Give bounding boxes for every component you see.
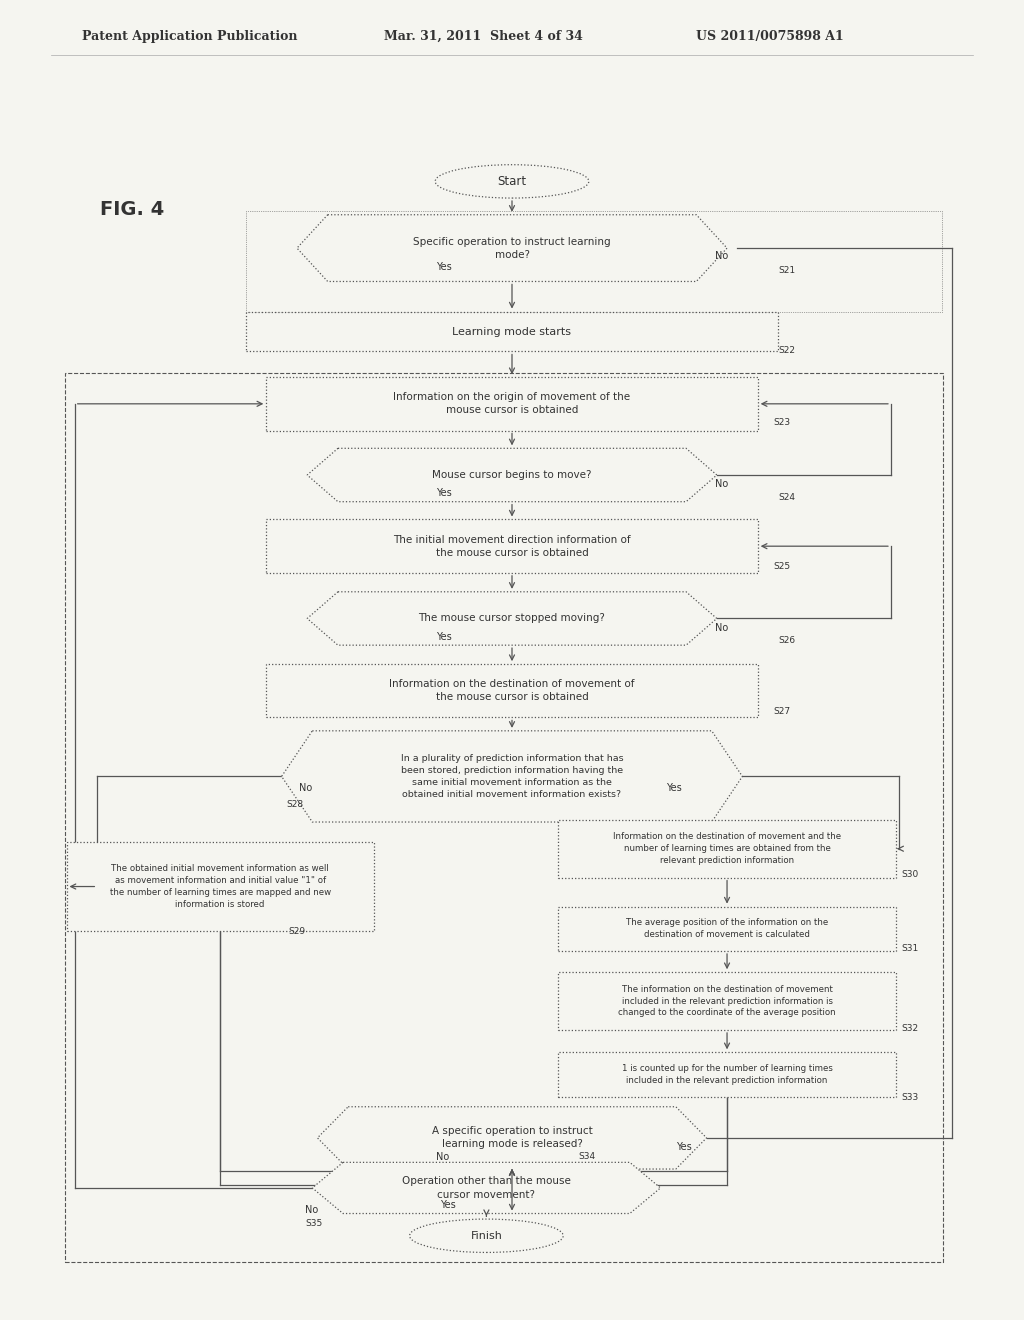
Text: Yes: Yes (676, 1142, 691, 1152)
Text: S31: S31 (901, 944, 919, 953)
Text: S29: S29 (289, 927, 306, 936)
Polygon shape (307, 591, 717, 645)
FancyBboxPatch shape (266, 664, 758, 718)
Text: The obtained initial movement information as well
as movement information and in: The obtained initial movement informatio… (110, 865, 331, 908)
FancyBboxPatch shape (266, 520, 758, 573)
Text: Yes: Yes (436, 632, 452, 643)
Text: S25: S25 (773, 562, 791, 570)
Text: No: No (436, 1152, 450, 1162)
Text: Finish: Finish (470, 1230, 503, 1241)
Text: S34: S34 (579, 1152, 596, 1162)
Text: S27: S27 (773, 708, 791, 717)
Text: Information on the destination of movement and the
number of learning times are : Information on the destination of moveme… (613, 833, 841, 865)
Polygon shape (317, 1106, 707, 1170)
Text: Yes: Yes (436, 488, 452, 498)
Text: No: No (715, 251, 728, 261)
Text: S32: S32 (901, 1024, 919, 1034)
Text: No: No (715, 623, 728, 634)
Text: No: No (299, 783, 312, 792)
Text: Yes: Yes (436, 261, 452, 272)
Text: Yes: Yes (440, 1200, 456, 1209)
FancyBboxPatch shape (558, 972, 896, 1030)
Text: Learning mode starts: Learning mode starts (453, 326, 571, 337)
Text: Mar. 31, 2011  Sheet 4 of 34: Mar. 31, 2011 Sheet 4 of 34 (384, 29, 583, 42)
Text: FIG. 4: FIG. 4 (100, 199, 165, 219)
Text: Specific operation to instruct learning
mode?: Specific operation to instruct learning … (414, 236, 610, 260)
Text: S35: S35 (305, 1220, 323, 1228)
Text: S30: S30 (901, 870, 919, 879)
Text: Start: Start (498, 174, 526, 187)
Text: US 2011/0075898 A1: US 2011/0075898 A1 (696, 29, 844, 42)
Polygon shape (282, 731, 742, 822)
FancyBboxPatch shape (558, 1052, 896, 1097)
Polygon shape (307, 449, 717, 502)
Text: A specific operation to instruct
learning mode is released?: A specific operation to instruct learnin… (432, 1126, 592, 1150)
FancyBboxPatch shape (266, 378, 758, 430)
Text: S26: S26 (778, 636, 796, 645)
Text: The average position of the information on the
destination of movement is calcul: The average position of the information … (626, 919, 828, 940)
Text: S28: S28 (287, 800, 304, 809)
Text: S24: S24 (778, 492, 796, 502)
Polygon shape (297, 215, 727, 281)
Text: No: No (715, 479, 728, 488)
Ellipse shape (410, 1220, 563, 1253)
Text: S21: S21 (778, 265, 796, 275)
Text: Yes: Yes (666, 783, 681, 792)
Text: The mouse cursor stopped moving?: The mouse cursor stopped moving? (419, 614, 605, 623)
FancyBboxPatch shape (246, 312, 778, 351)
Text: S23: S23 (773, 418, 791, 428)
FancyBboxPatch shape (558, 907, 896, 950)
Text: S22: S22 (778, 346, 796, 355)
FancyBboxPatch shape (67, 842, 374, 931)
Text: Mouse cursor begins to move?: Mouse cursor begins to move? (432, 470, 592, 480)
Text: Information on the destination of movement of
the mouse cursor is obtained: Information on the destination of moveme… (389, 680, 635, 702)
Text: No: No (305, 1205, 318, 1216)
Text: 1 is counted up for the number of learning times
included in the relevant predic: 1 is counted up for the number of learni… (622, 1064, 833, 1085)
Text: S33: S33 (901, 1093, 919, 1102)
Text: The information on the destination of movement
included in the relevant predicti: The information on the destination of mo… (618, 985, 836, 1018)
Text: The initial movement direction information of
the mouse cursor is obtained: The initial movement direction informati… (393, 535, 631, 558)
Text: Information on the origin of movement of the
mouse cursor is obtained: Information on the origin of movement of… (393, 392, 631, 416)
Polygon shape (312, 1163, 660, 1213)
Ellipse shape (435, 165, 589, 198)
Text: In a plurality of prediction information that has
been stored, prediction inform: In a plurality of prediction information… (400, 754, 624, 799)
Text: Operation other than the mouse
cursor movement?: Operation other than the mouse cursor mo… (402, 1176, 570, 1200)
FancyBboxPatch shape (558, 820, 896, 878)
Text: Patent Application Publication: Patent Application Publication (82, 29, 297, 42)
